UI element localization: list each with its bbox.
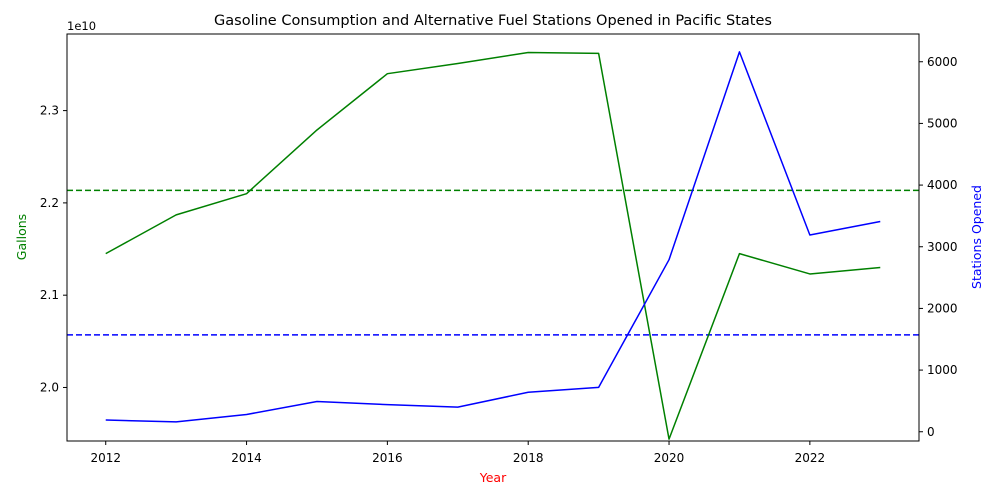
left-y-tick-label: 2.3 <box>40 104 59 118</box>
x-tick-label: 2018 <box>513 451 544 465</box>
x-tick-label: 2014 <box>231 451 262 465</box>
right-y-axis-label: Stations Opened <box>969 185 984 289</box>
chart-title: Gasoline Consumption and Alternative Fue… <box>214 13 772 29</box>
left-y-tick-label: 2.0 <box>40 380 59 394</box>
right-y-tick-label: 3000 <box>927 240 958 254</box>
right-y-tick-label: 6000 <box>927 55 958 69</box>
left-y-tick-label: 2.2 <box>40 196 59 210</box>
x-tick-label: 2012 <box>90 451 121 465</box>
stations-series-line <box>105 51 881 423</box>
right-y-tick-label: 4000 <box>927 178 958 192</box>
right-y-tick-label: 5000 <box>927 116 958 130</box>
left-axis-offset-text: 1e10 <box>67 19 96 33</box>
plot-frame <box>66 33 920 442</box>
x-tick-label: 2016 <box>372 451 403 465</box>
x-tick-label: 2022 <box>795 451 826 465</box>
right-y-tick-label: 2000 <box>927 301 958 315</box>
right-y-tick-label: 1000 <box>927 363 958 377</box>
plot-area: 2012 2014 2016 2018 2020 2022 2.0 2.1 2.2 2.3 0 100… <box>40 51 958 465</box>
left-y-tick-label: 2.1 <box>40 288 59 302</box>
gallons-series-line <box>105 51 881 440</box>
x-axis-label: Year <box>479 470 507 485</box>
left-y-axis-label: Gallons <box>14 214 29 260</box>
x-tick-label: 2020 <box>654 451 685 465</box>
right-y-tick-label: 0 <box>927 425 935 439</box>
